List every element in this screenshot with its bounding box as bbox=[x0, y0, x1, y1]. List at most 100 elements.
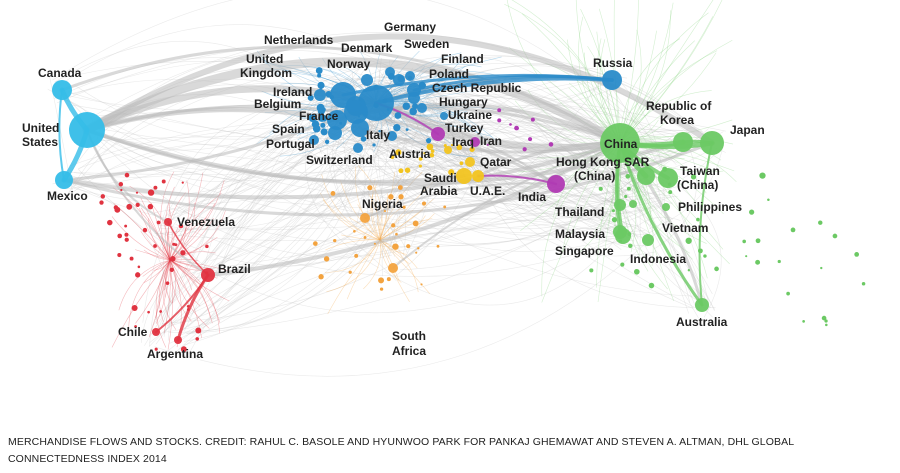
flow-line bbox=[328, 100, 708, 192]
minor-country-node bbox=[124, 224, 128, 228]
country-label-china: China bbox=[604, 137, 638, 151]
country-node-indonesia[interactable] bbox=[642, 234, 654, 246]
minor-country-node bbox=[497, 118, 502, 123]
minor-country-node bbox=[611, 209, 615, 213]
regional-flow-line bbox=[143, 249, 171, 261]
country-node-czech-republic[interactable] bbox=[408, 92, 420, 104]
minor-country-node bbox=[509, 123, 512, 126]
flow-line bbox=[217, 89, 318, 274]
regional-flow-line bbox=[162, 259, 177, 330]
country-node-thailand[interactable] bbox=[614, 199, 626, 211]
country-label-ireland: Ireland bbox=[273, 85, 312, 99]
regional-flow-line bbox=[379, 198, 434, 241]
country-node-iran[interactable] bbox=[470, 137, 480, 147]
minor-country-node bbox=[181, 181, 184, 184]
country-node-finland[interactable] bbox=[405, 71, 415, 81]
regional-flow-line bbox=[135, 259, 171, 324]
regional-flow-line bbox=[320, 192, 381, 241]
minor-country-node bbox=[312, 241, 318, 246]
country-node-singapore[interactable] bbox=[615, 228, 631, 244]
country-node-switzerland[interactable] bbox=[353, 143, 363, 153]
country-node-hungary[interactable] bbox=[417, 103, 427, 113]
country-node-uae[interactable] bbox=[472, 170, 484, 182]
country-node-philippines[interactable] bbox=[662, 203, 670, 211]
country-node-republic-of-korea[interactable] bbox=[673, 132, 693, 152]
major-flow-line bbox=[62, 141, 714, 217]
country-node-canada[interactable] bbox=[52, 80, 72, 100]
country-node-vietnam[interactable] bbox=[629, 200, 637, 208]
minor-country-node bbox=[418, 156, 423, 161]
country-node-china[interactable] bbox=[600, 123, 640, 163]
minor-country-node bbox=[118, 181, 124, 187]
minor-country-node bbox=[633, 268, 640, 275]
regional-flow-line bbox=[348, 216, 381, 241]
flow-line bbox=[411, 64, 718, 150]
regional-flow-line bbox=[341, 234, 381, 241]
country-node-russia[interactable] bbox=[602, 70, 622, 90]
country-node-france[interactable] bbox=[344, 100, 368, 124]
country-node-norway[interactable] bbox=[361, 74, 373, 86]
regional-flow-line bbox=[619, 0, 723, 144]
country-node-spain[interactable] bbox=[328, 126, 342, 140]
country-node-argentina[interactable] bbox=[174, 336, 182, 344]
country-node-ireland[interactable] bbox=[314, 89, 326, 101]
country-node-saudi-arabia[interactable] bbox=[456, 168, 472, 184]
minor-country-node bbox=[129, 256, 134, 261]
flow-line bbox=[341, 119, 663, 241]
country-node-united-states[interactable] bbox=[69, 112, 105, 148]
country-node-japan[interactable] bbox=[700, 131, 724, 155]
country-node-qatar[interactable] bbox=[465, 157, 475, 167]
minor-country-node bbox=[861, 281, 866, 286]
country-node-united-kingdom[interactable] bbox=[327, 110, 347, 130]
country-node-venezuela[interactable] bbox=[164, 218, 172, 226]
flow-line bbox=[456, 135, 635, 184]
country-node-sweden[interactable] bbox=[393, 74, 405, 86]
minor-country-node bbox=[425, 138, 432, 144]
country-node-australia[interactable] bbox=[695, 298, 709, 312]
country-node-hong-kong[interactable] bbox=[637, 167, 655, 185]
major-flow-line bbox=[375, 102, 557, 185]
country-node-austria[interactable] bbox=[387, 131, 397, 141]
country-node-india[interactable] bbox=[547, 175, 565, 193]
regional-flow-line bbox=[169, 259, 176, 304]
minor-country-node bbox=[530, 117, 535, 122]
regional-flow-line bbox=[357, 204, 381, 241]
minor-country-node bbox=[388, 194, 394, 200]
flow-line bbox=[345, 134, 700, 189]
regional-flow-line bbox=[326, 239, 381, 293]
regional-flow-line bbox=[363, 239, 382, 290]
country-node-brazil[interactable] bbox=[201, 268, 215, 282]
country-node-taiwan[interactable] bbox=[658, 168, 678, 188]
country-node-mexico[interactable] bbox=[55, 171, 73, 189]
flow-line bbox=[189, 175, 461, 335]
minor-country-node bbox=[854, 252, 860, 257]
country-node-iraq[interactable] bbox=[444, 146, 452, 154]
minor-country-node bbox=[195, 337, 199, 341]
regional-major-flow-line bbox=[698, 142, 713, 306]
minor-country-node bbox=[147, 189, 155, 196]
country-label-russia: Russia bbox=[593, 56, 633, 70]
minor-country-node bbox=[703, 254, 707, 258]
major-flow-line bbox=[85, 104, 558, 186]
minor-country-node bbox=[156, 220, 161, 225]
country-node-denmark[interactable] bbox=[385, 67, 395, 77]
minor-country-node bbox=[153, 185, 158, 190]
flow-line bbox=[357, 126, 709, 206]
minor-country-node bbox=[392, 243, 399, 250]
minor-country-node bbox=[420, 283, 423, 286]
country-node-italy[interactable] bbox=[351, 119, 369, 137]
country-node-chile[interactable] bbox=[152, 328, 160, 336]
minor-country-node bbox=[307, 94, 314, 101]
regional-flow-line bbox=[163, 259, 171, 334]
minor-country-node bbox=[161, 179, 166, 184]
minor-country-node bbox=[320, 128, 328, 136]
country-node-turkey[interactable] bbox=[431, 127, 445, 141]
country-node-nigeria[interactable] bbox=[360, 213, 370, 223]
country-node-ukraine[interactable] bbox=[440, 112, 448, 120]
regional-flow-line bbox=[155, 259, 171, 319]
minor-country-node bbox=[137, 265, 141, 269]
minor-country-node bbox=[626, 186, 631, 191]
country-node-portugal[interactable] bbox=[309, 135, 319, 145]
minor-country-node bbox=[598, 186, 603, 191]
country-node-south-africa[interactable] bbox=[388, 263, 398, 273]
